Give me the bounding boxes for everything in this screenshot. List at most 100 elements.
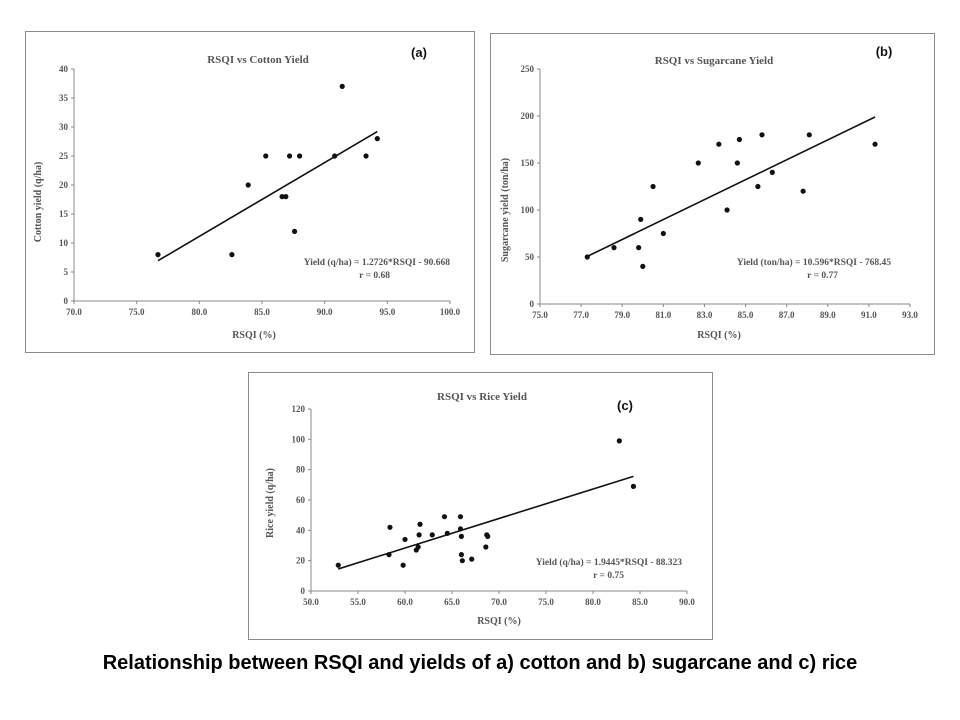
x-tick-label: 55.0	[350, 597, 366, 607]
rice-chart: RSQI vs Rice Yield (c) 50.0 55.0 60.0 65.0 7…	[265, 391, 696, 627]
trendline	[157, 130, 378, 262]
x-tick-label: 80.0	[585, 597, 601, 607]
y-tick-label: 80	[296, 465, 306, 475]
chart-panel-cotton: RSQI vs Cotton Yield (a) 70.0 75.0 80.0 85.…	[25, 31, 475, 353]
x-tick-label: 100.0	[440, 307, 461, 317]
chart-title: RSQI vs Cotton Yield	[207, 54, 309, 66]
data-point	[483, 544, 489, 550]
plot-area: 50.0 55.0 60.0 65.0 70.0 75.0 80.0 85.0 90.0 0 20 4…	[292, 404, 696, 607]
x-tick-label: 80.0	[191, 307, 207, 317]
x-tick-label: 93.0	[902, 310, 918, 320]
panel-label: (b)	[876, 44, 893, 59]
y-tick-label: 0	[64, 296, 69, 306]
y-tick-label: 40	[296, 525, 306, 535]
x-tick-label: 60.0	[397, 597, 413, 607]
y-tick-label: 120	[292, 404, 306, 414]
y-tick-label: 100	[521, 205, 535, 215]
sugarcane-chart: RSQI vs Sugarcane Yield (b) 75.0 77.0 79.0…	[500, 44, 919, 341]
data-point	[660, 230, 666, 237]
x-tick-label: 83.0	[697, 310, 713, 320]
data-point	[374, 136, 380, 142]
y-tick-label: 30	[59, 122, 69, 132]
data-point	[263, 153, 269, 159]
data-point	[291, 228, 298, 234]
data-point	[630, 483, 637, 489]
y-axis-label: Sugarcane yield (ton/ha)	[500, 158, 511, 262]
data-point	[429, 532, 435, 538]
x-axis-label: RSQI (%)	[697, 330, 741, 341]
y-tick-label: 10	[59, 238, 69, 248]
figure-caption: Relationship between RSQI and yields of …	[102, 652, 858, 674]
data-point	[283, 194, 289, 200]
x-tick-label: 85.0	[738, 310, 754, 320]
data-point	[229, 252, 235, 258]
correlation-label: r = 0.68	[359, 271, 390, 281]
data-point	[441, 514, 448, 520]
x-tick-label: 70.0	[491, 597, 507, 607]
regression-equation: Yield (q/ha) = 1.2726*RSQI - 90.668	[304, 257, 451, 268]
x-axis-label: RSQI (%)	[232, 330, 276, 341]
data-point	[872, 141, 878, 147]
data-point	[400, 562, 406, 568]
data-point	[716, 141, 722, 147]
y-tick-label: 150	[521, 158, 535, 168]
data-point	[416, 532, 422, 538]
x-tick-label: 75.0	[129, 307, 145, 317]
data-point	[485, 533, 491, 539]
data-point	[279, 194, 285, 200]
data-point	[469, 556, 475, 562]
data-point	[335, 562, 341, 568]
x-tick-label: 50.0	[303, 597, 319, 607]
x-axis-label: RSQI (%)	[477, 616, 521, 627]
data-point	[800, 188, 806, 194]
chart-title: RSQI vs Sugarcane Yield	[655, 55, 773, 67]
data-point	[616, 438, 622, 444]
data-point	[724, 207, 730, 213]
correlation-label: r = 0.75	[593, 571, 624, 581]
x-tick-label: 89.0	[820, 310, 836, 320]
data-point	[386, 552, 392, 558]
data-point	[458, 533, 464, 539]
trendline	[338, 475, 634, 570]
data-point	[457, 514, 464, 520]
data-point	[638, 216, 644, 222]
panel-label: (a)	[411, 45, 427, 60]
data-point	[736, 136, 742, 143]
data-point	[387, 524, 393, 530]
data-point	[695, 160, 701, 166]
data-point	[417, 521, 423, 527]
data-point	[339, 83, 345, 89]
plot-area: 70.0 75.0 80.0 85.0 90.0 95.0 100.0 0 5 10 15 20 25 3…	[59, 64, 461, 317]
y-tick-label: 100	[292, 434, 306, 444]
data-point	[611, 245, 617, 251]
data-point	[457, 526, 464, 532]
trendline	[586, 116, 876, 258]
y-tick-label: 20	[59, 180, 69, 190]
data-point	[415, 544, 421, 550]
data-point	[755, 183, 761, 190]
x-tick-label: 65.0	[444, 597, 460, 607]
data-point	[734, 160, 740, 166]
data-point	[459, 558, 465, 564]
y-tick-label: 50	[525, 252, 535, 262]
y-tick-label: 25	[59, 151, 69, 161]
data-point	[286, 153, 293, 159]
y-tick-label: 15	[59, 209, 69, 219]
data-point	[806, 132, 812, 138]
x-tick-label: 91.0	[861, 310, 877, 320]
data-point	[363, 153, 369, 159]
x-tick-label: 85.0	[632, 597, 648, 607]
x-tick-label: 95.0	[379, 307, 395, 317]
y-tick-label: 0	[530, 299, 535, 309]
data-point	[297, 153, 303, 159]
y-axis-label: Cotton yield (q/ha)	[33, 162, 44, 243]
y-tick-label: 35	[59, 93, 69, 103]
x-tick-label: 70.0	[66, 307, 82, 317]
plot-area: 75.0 77.0 79.0 81.0 83.0 85.0 87.0 89.0 91.0 93.0…	[521, 64, 919, 320]
data-point	[584, 254, 590, 260]
x-tick-label: 79.0	[614, 310, 630, 320]
data-point	[650, 183, 656, 190]
y-tick-label: 250	[521, 64, 535, 74]
data-point	[640, 263, 646, 269]
x-tick-label: 77.0	[573, 310, 589, 320]
